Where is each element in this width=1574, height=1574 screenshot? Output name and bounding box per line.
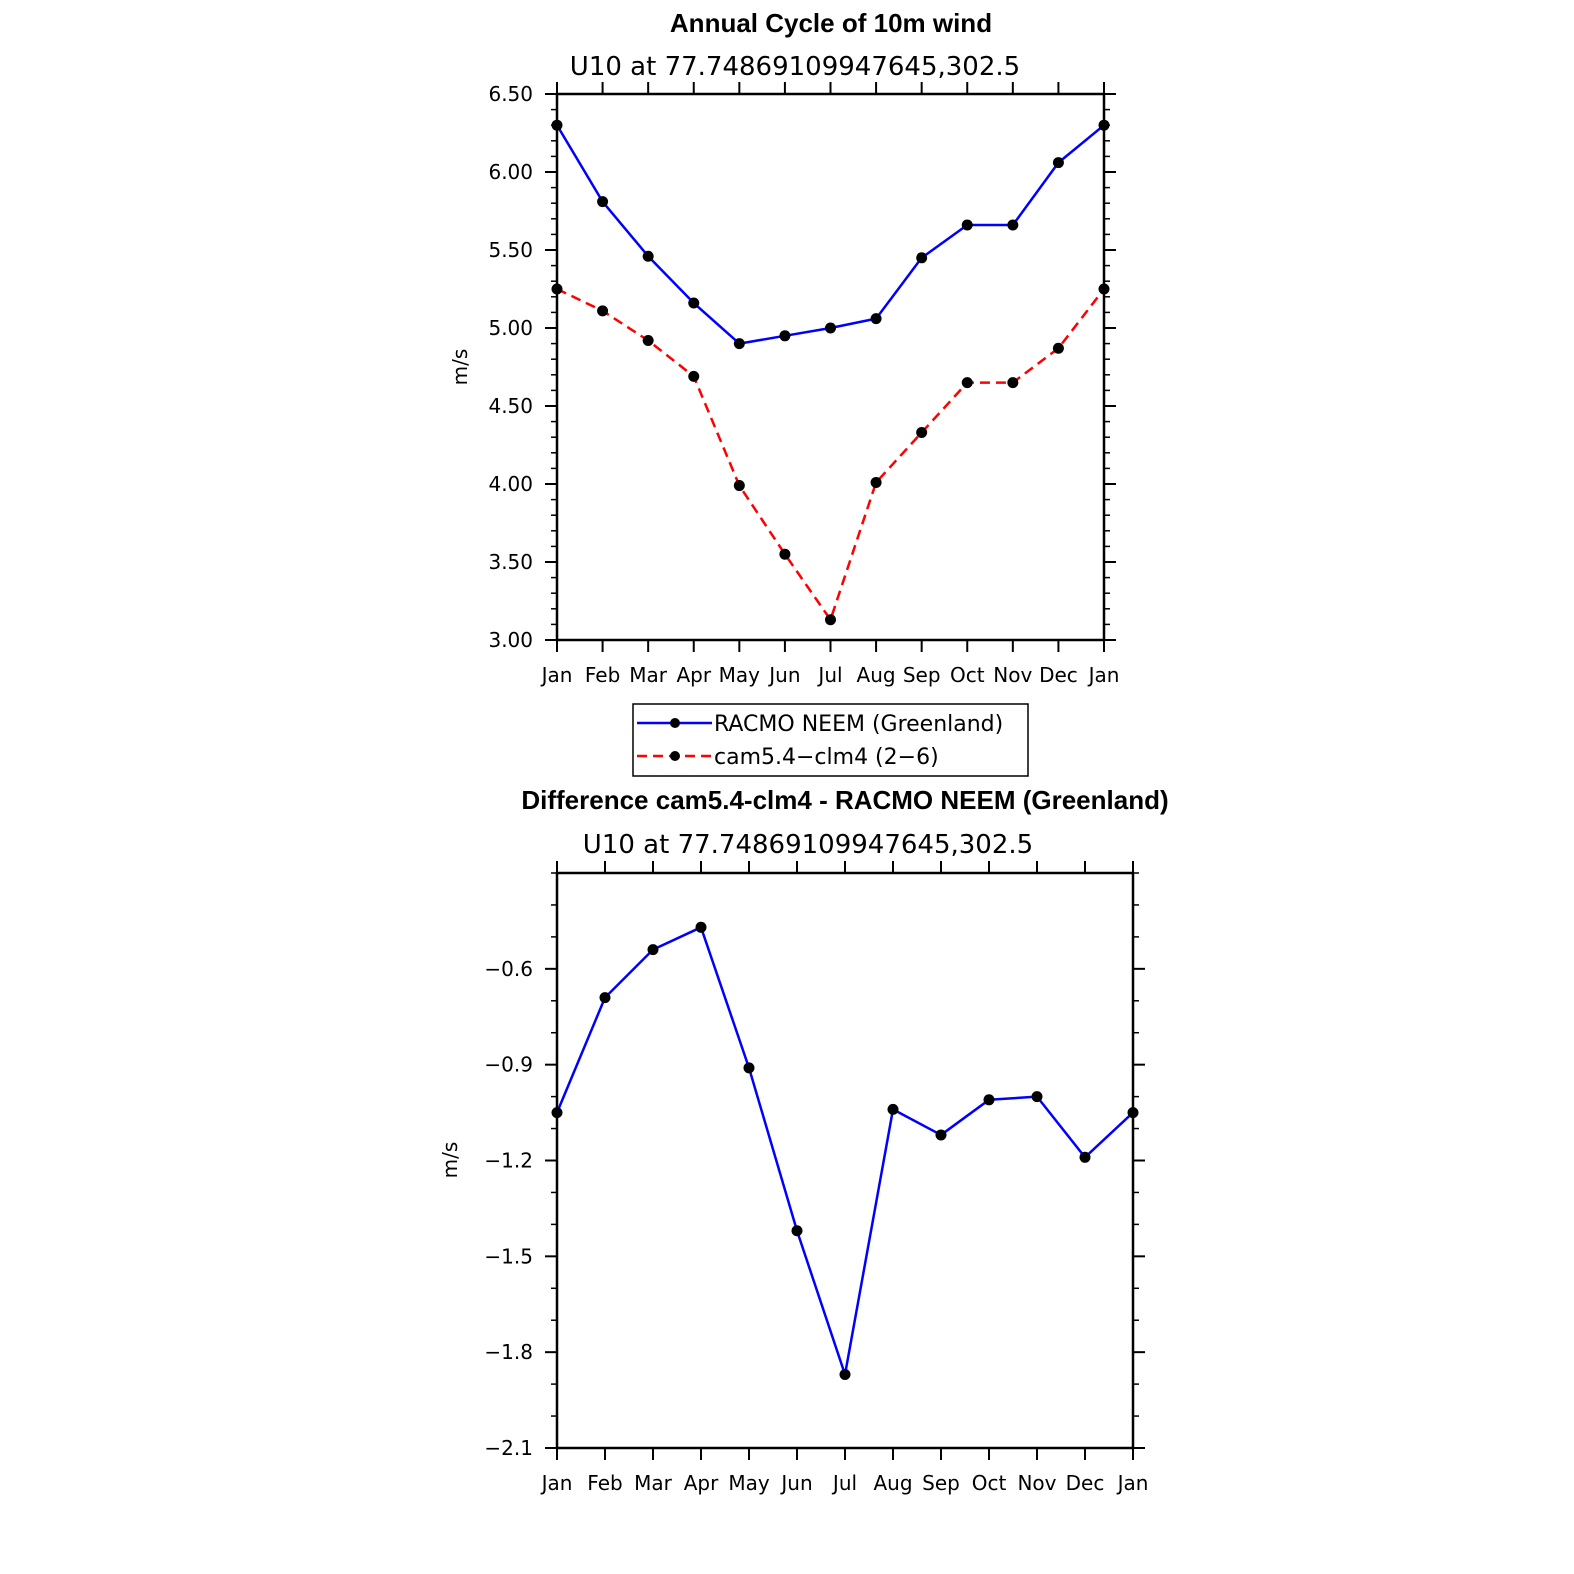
bottom-chart-ylabel: m/s [438,1142,462,1179]
top-chart-y-tick-label: 4.00 [488,472,533,496]
top-chart-x-tick-label: Jun [767,663,800,687]
top-chart-series-1-point [1052,342,1064,354]
top-chart-series-0-point [870,313,882,325]
bottom-chart-y-tick-label: −1.5 [484,1244,533,1268]
top-chart-series-0-point [642,250,654,262]
legend-label-racmo: RACMO NEEM (Greenland) [714,712,1003,737]
top-chart-series-1-point [1098,283,1110,295]
bottom-chart-series-0-point [839,1369,851,1381]
bottom-chart-series-0-point [695,921,707,933]
bottom-chart-series-0-point [935,1129,947,1141]
top-chart-series-1-point [870,476,882,488]
top-chart-x-tick-label: Feb [585,663,620,687]
top-chart-y-tick-label: 4.50 [488,394,533,418]
top-chart-series-1-point [1007,377,1019,389]
legend: RACMO NEEM (Greenland) cam5.4−clm4 (2−6) [632,703,1029,777]
top-chart-series-0-point [961,219,973,231]
bottom-chart-subtitle: U10 at 77.74869109947645,302.5 [583,830,1033,860]
top-chart-x-tick-label: Jan [1087,663,1120,687]
top-chart-x-tick-label: Dec [1039,663,1078,687]
top-chart-series-0-point [825,322,836,334]
bottom-chart-series-0-point [1031,1091,1043,1103]
top-chart-x-tick-label: Aug [857,663,896,687]
top-chart-y-tick-label: 3.50 [488,550,533,574]
legend-marker-cam [670,751,680,761]
bottom-chart-y-tick-label: −1.8 [484,1340,533,1364]
top-chart-series-1-point [733,480,745,492]
bottom-chart-y-tick-label: −1.2 [484,1149,533,1173]
bottom-chart-x-tick-label: Nov [1017,1471,1056,1495]
top-chart-series-1-point [916,427,928,439]
bottom-chart-title: Difference cam5.4-clm4 - RACMO NEEM (Gre… [521,785,1168,815]
bottom-chart-x-tick-label: Jan [540,1471,573,1495]
bottom-chart-y-tick-label: −2.1 [484,1436,533,1460]
bottom-chart-series-0-point [983,1094,995,1106]
bottom-chart: Jan Feb Mar Apr May Jun Jul Aug Sep Oct Nov Dec Jan−… [484,861,1148,1495]
top-chart-series-0-point [1052,157,1064,169]
top-chart-series-1-point [597,305,609,317]
top-chart-series-1-line [556,287,1105,621]
top-chart-y-tick-label: 3.00 [488,628,533,652]
bottom-chart-x-tick-label: Feb [587,1471,622,1495]
top-chart-plot-frame [555,92,1106,642]
bottom-chart-x-tick-label: Jan [1116,1471,1149,1495]
top-chart-series-1-point [642,334,654,346]
bottom-chart-x-tick-label: Apr [684,1471,719,1495]
top-chart-series-0-point [688,297,700,309]
top-chart-title: Annual Cycle of 10m wind [670,8,992,38]
top-chart-x-tick-label: Jan [540,663,573,687]
top-chart-x-tick-label: Nov [993,663,1032,687]
top-chart: Jan Feb Mar Apr May Jun Jul Aug Sep Oct Nov Dec Jan 3… [488,82,1119,687]
top-chart-series-1-point [825,614,836,626]
top-chart-series-1-point [551,283,563,295]
bottom-chart-y-tick-label: −0.6 [484,957,533,981]
top-chart-series-0-point [551,119,563,131]
top-chart-series-0-point [916,252,928,264]
top-chart-series-0-line [555,124,1105,345]
bottom-chart-x-tick-label: Sep [922,1471,960,1495]
top-chart-x-tick-label: Apr [676,663,711,687]
legend-marker-racmo [670,718,680,728]
legend-label-cam: cam5.4−clm4 (2−6) [714,745,939,770]
top-chart-y-tick-label: 6.50 [488,82,533,106]
top-chart-series-1-point [688,370,700,382]
bottom-chart-series-0-point [599,992,611,1004]
top-chart-series-0-point [597,196,609,208]
top-chart-x-tick-label: May [719,663,761,687]
bottom-chart-x-tick-label: Mar [634,1471,673,1495]
bottom-chart-series-0-point [1079,1151,1091,1163]
top-chart-x-tick-label: Mar [629,663,668,687]
top-chart-series-1-point [779,548,791,560]
bottom-chart-x-tick-label: May [728,1471,770,1495]
top-chart-y-tick-label: 6.00 [488,160,533,184]
top-chart-series-1-point [961,377,973,389]
bottom-chart-series-0-point [647,944,659,956]
bottom-chart-y-tick-label: −0.9 [484,1053,533,1077]
bottom-chart-x-tick-label: Aug [873,1471,912,1495]
top-chart-ylabel: m/s [448,349,472,386]
top-chart-series-0-point [733,338,745,350]
bottom-chart-x-tick-label: Jul [831,1471,857,1495]
bottom-chart-series-0-point [791,1225,803,1237]
top-chart-series-0-point [1098,119,1110,131]
legend-box [632,703,1029,777]
bottom-chart-series-0-point [887,1103,899,1115]
top-chart-subtitle: U10 at 77.74869109947645,302.5 [570,52,1020,82]
bottom-chart-x-tick-label: Jun [779,1471,812,1495]
top-chart-y-tick-label: 5.50 [488,238,533,262]
top-chart-series-0-point [779,330,791,342]
bottom-chart-x-tick-label: Dec [1066,1471,1105,1495]
bottom-chart-series-0-point [743,1062,755,1074]
top-chart-x-tick-label: Jul [816,663,842,687]
bottom-chart-series-0-line [555,926,1134,1376]
bottom-chart-series-0-point [551,1107,563,1119]
top-chart-x-tick-label: Oct [950,663,985,687]
top-chart-series-0-point [1007,219,1019,231]
bottom-chart-x-tick-label: Oct [972,1471,1007,1495]
bottom-chart-series-0-point [1127,1107,1139,1119]
top-chart-y-tick-label: 5.00 [488,316,533,340]
top-chart-x-tick-label: Sep [903,663,941,687]
